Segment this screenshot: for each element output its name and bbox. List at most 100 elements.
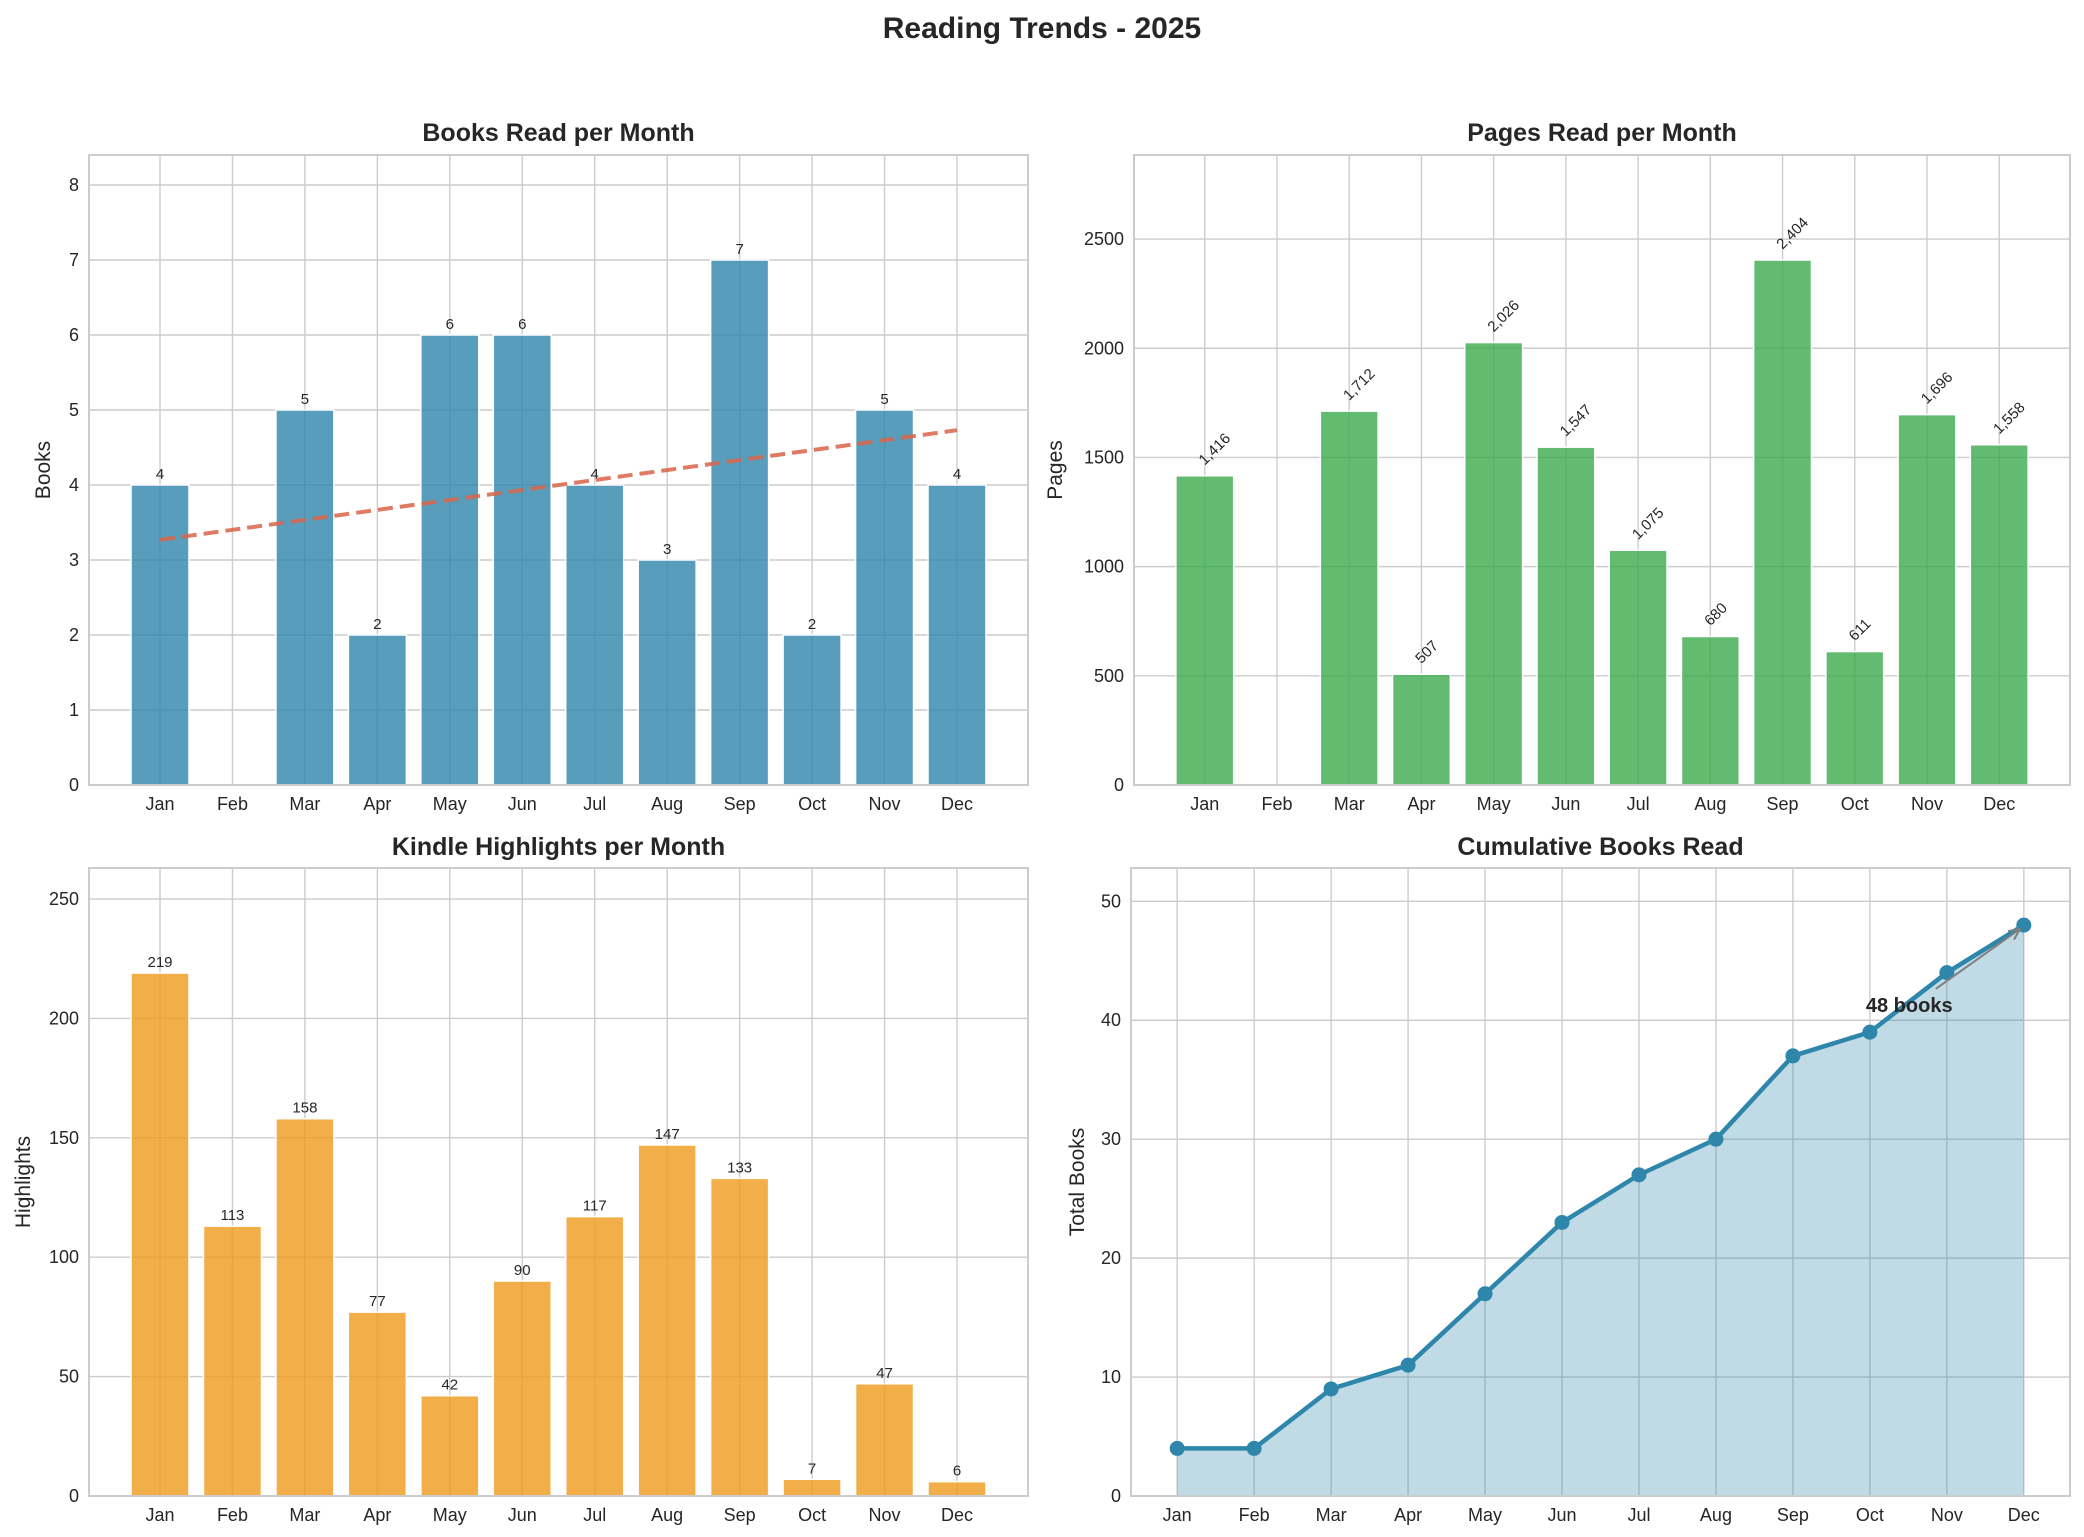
x-tick-label: Aug xyxy=(1694,794,1726,814)
x-tick-label: Dec xyxy=(1983,794,2015,814)
bar-jul xyxy=(1608,549,1668,786)
x-tick-label: Oct xyxy=(1841,794,1869,814)
y-tick-label: 6 xyxy=(69,325,79,345)
bar-oct xyxy=(782,1478,842,1497)
data-label: 680 xyxy=(1701,600,1731,630)
bar-jan xyxy=(130,484,190,786)
x-tick-label: Mar xyxy=(1316,1505,1347,1525)
chart-highlights-ylabel: Highlights xyxy=(12,1136,35,1228)
chart-books-ylabel: Books xyxy=(32,441,55,499)
bar-jun xyxy=(492,334,553,786)
data-label: 4 xyxy=(591,466,599,483)
y-tick-label: 200 xyxy=(49,1008,79,1028)
x-tick-label: Nov xyxy=(869,1505,901,1525)
bar-jul xyxy=(564,484,625,786)
bar-oct xyxy=(782,634,842,786)
x-tick-label: Sep xyxy=(1777,1505,1809,1525)
bar-mar xyxy=(275,409,335,786)
x-tick-label: Apr xyxy=(363,1505,391,1525)
x-tick-label: Jan xyxy=(1190,794,1219,814)
point-sep xyxy=(1785,1048,1801,1064)
data-label: 3 xyxy=(663,541,671,558)
data-label: 1,558 xyxy=(1990,399,2029,438)
x-tick-label: Feb xyxy=(217,1505,248,1525)
chart-cumulative-title: Cumulative Books Read xyxy=(1457,833,1743,861)
y-tick-label: 0 xyxy=(1111,1486,1121,1506)
data-label: 90 xyxy=(514,1262,531,1279)
bar-jul xyxy=(564,1215,625,1497)
data-label: 7 xyxy=(735,241,743,258)
chart-pages-title: Pages Read per Month xyxy=(1467,119,1737,147)
y-tick-label: 100 xyxy=(49,1247,79,1267)
x-tick-label: Mar xyxy=(1334,794,1365,814)
data-label: 6 xyxy=(518,316,526,333)
bar-may xyxy=(420,334,480,786)
data-label: 1,712 xyxy=(1340,365,1379,404)
data-label: 1,696 xyxy=(1918,369,1957,408)
x-tick-label: Jan xyxy=(145,794,174,814)
x-tick-label: Feb xyxy=(1239,1505,1270,1525)
y-tick-label: 10 xyxy=(1101,1367,1121,1387)
bar-apr xyxy=(347,1311,408,1497)
bar-may xyxy=(1464,341,1524,786)
x-tick-label: Nov xyxy=(1911,794,1943,814)
bar-mar xyxy=(275,1117,335,1497)
data-label: 2 xyxy=(808,616,816,633)
x-tick-label: Jul xyxy=(583,794,606,814)
y-tick-label: 0 xyxy=(1114,775,1124,795)
bar-jun xyxy=(492,1280,553,1497)
data-label: 6 xyxy=(446,316,454,333)
x-tick-label: Jun xyxy=(1548,1505,1577,1525)
y-tick-label: 3 xyxy=(69,550,79,570)
y-tick-label: 1000 xyxy=(1084,557,1124,577)
y-tick-label: 30 xyxy=(1101,1129,1121,1149)
data-label: 4 xyxy=(156,466,164,483)
bar-nov xyxy=(1897,413,1957,786)
data-label: 42 xyxy=(441,1377,458,1394)
bar-aug xyxy=(637,1144,697,1497)
x-tick-label: Aug xyxy=(651,1505,683,1525)
data-label: 5 xyxy=(880,391,888,408)
figure-title: Reading Trends - 2025 xyxy=(883,12,1201,45)
data-label: 77 xyxy=(369,1293,386,1310)
bar-nov xyxy=(854,409,915,786)
data-label: 2,404 xyxy=(1773,214,1812,253)
data-label: 1,416 xyxy=(1196,430,1235,469)
y-tick-label: 50 xyxy=(59,1367,79,1387)
data-label: 117 xyxy=(583,1198,607,1215)
x-tick-label: May xyxy=(433,794,467,814)
x-tick-label: Jul xyxy=(1627,794,1650,814)
y-tick-label: 7 xyxy=(69,250,79,270)
x-tick-label: Dec xyxy=(941,794,973,814)
y-tick-label: 5 xyxy=(69,400,79,420)
chart-books: Books Read per Month 0 1 2 3 4 5 6 7 8 Jan Feb Mar Ap… xyxy=(32,119,1029,814)
data-label: 1,547 xyxy=(1557,401,1596,440)
point-aug xyxy=(1708,1131,1724,1147)
annotation-text: 48 books xyxy=(1866,995,1953,1017)
y-tick-label: 150 xyxy=(49,1128,79,1148)
bar-oct xyxy=(1825,650,1885,786)
x-tick-label: Jun xyxy=(508,1505,537,1525)
annotation-arrow xyxy=(1935,928,2021,990)
x-tick-label: Apr xyxy=(1394,1505,1422,1525)
chart-highlights-frame xyxy=(88,867,1029,1497)
x-tick-label: Apr xyxy=(1407,794,1435,814)
y-tick-label: 0 xyxy=(69,1486,79,1506)
x-tick-label: Feb xyxy=(1261,794,1292,814)
data-label: 47 xyxy=(876,1365,893,1382)
bar-sep xyxy=(1752,259,1813,786)
data-label: 133 xyxy=(727,1159,752,1176)
x-tick-label: Jun xyxy=(508,794,537,814)
chart-highlights: Kindle Highlights per Month 0 50 100 150 200 2… xyxy=(12,833,1029,1525)
x-tick-label: May xyxy=(1468,1505,1502,1525)
data-label: 6 xyxy=(953,1463,961,1480)
data-label: 1,075 xyxy=(1629,505,1668,544)
data-label: 5 xyxy=(301,391,309,408)
chart-cumulative-ylabel: Total Books xyxy=(1066,1128,1089,1237)
bar-mar xyxy=(1319,410,1379,786)
x-tick-label: Oct xyxy=(798,1505,826,1525)
point-nov xyxy=(1939,965,1955,981)
x-tick-label: Oct xyxy=(798,794,826,814)
point-jun xyxy=(1554,1214,1570,1230)
